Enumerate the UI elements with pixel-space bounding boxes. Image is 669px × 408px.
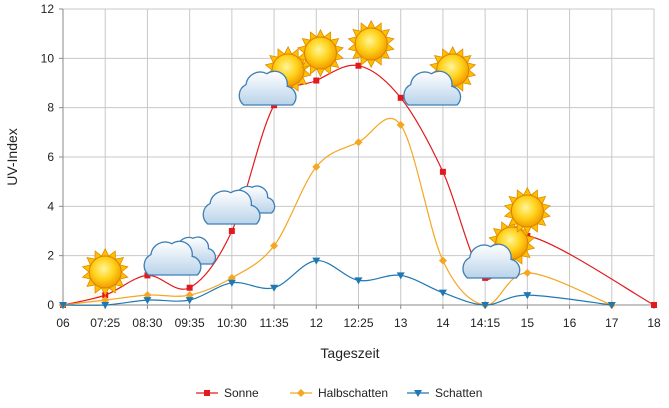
legend-label: Schatten	[435, 386, 482, 400]
data-point	[270, 241, 279, 250]
x-tick-label: 08:30	[132, 316, 162, 330]
legend-item-sonne: Sonne	[196, 386, 259, 400]
data-point	[59, 302, 67, 309]
x-tick-label: 13	[394, 316, 408, 330]
data-point	[227, 279, 236, 287]
y-tick-label: 0	[47, 298, 54, 312]
axes: 0 2 4 6 8 10 12 06 07:25 08:30 09:35 10:30 11:35 12 12…	[41, 2, 661, 330]
data-point	[270, 284, 279, 292]
data-point	[354, 277, 363, 285]
x-tick-label: 16	[563, 316, 577, 330]
data-point	[101, 302, 110, 309]
x-tick-label: 12:25	[343, 316, 373, 330]
data-point	[185, 297, 194, 305]
x-tick-label: 07:25	[90, 316, 120, 330]
x-tick-label: 17	[605, 316, 619, 330]
data-point	[228, 228, 235, 234]
data-point	[354, 138, 363, 147]
legend: Sonne Halbschatten Schatten	[196, 386, 482, 400]
data-point	[397, 94, 404, 101]
legend-marker	[297, 389, 305, 397]
x-tick-label: 14:15	[470, 316, 500, 330]
x-tick-label: 18	[647, 316, 661, 330]
data-point	[438, 289, 447, 297]
y-tick-label: 4	[47, 199, 54, 213]
y-tick-label: 10	[41, 51, 55, 65]
data-point	[523, 268, 532, 277]
data-point	[312, 257, 321, 265]
x-tick-label: 10:30	[217, 316, 247, 330]
data-point	[143, 297, 152, 305]
data-point	[186, 284, 193, 291]
x-tick-label: 09:35	[175, 316, 205, 330]
x-tick-label: 12	[310, 316, 324, 330]
cloud-icon	[143, 236, 217, 276]
data-point	[312, 162, 321, 171]
cloud-icon	[202, 185, 276, 225]
data-point	[438, 256, 447, 265]
data-point	[396, 120, 405, 129]
data-point	[144, 272, 151, 279]
data-point	[651, 302, 657, 308]
legend-marker	[414, 390, 422, 397]
sun-cloud-icon	[403, 45, 477, 106]
sun-icon	[347, 19, 395, 69]
data-point	[607, 302, 616, 309]
sun-icon	[503, 186, 551, 236]
series-schatten	[59, 257, 616, 309]
x-tick-label: 06	[56, 316, 70, 330]
data-point	[396, 272, 405, 280]
x-tick-label: 15	[521, 316, 535, 330]
sun-icon	[81, 247, 129, 297]
y-tick-label: 2	[47, 249, 54, 263]
data-point	[439, 168, 446, 175]
sun-cloud-icon	[238, 45, 312, 106]
legend-label: Halbschatten	[318, 386, 388, 400]
legend-marker	[204, 390, 210, 396]
data-point	[523, 292, 532, 300]
legend-item-halbschatten: Halbschatten	[290, 386, 388, 400]
data-point	[355, 62, 362, 69]
data-point	[313, 77, 320, 84]
x-axis-title: Tageszeit	[320, 345, 379, 361]
sun-cloud-icon	[462, 218, 536, 279]
y-tick-label: 8	[47, 101, 54, 115]
legend-item-schatten: Schatten	[407, 386, 482, 400]
x-tick-label: 11:35	[260, 316, 289, 330]
legend-label: Sonne	[224, 386, 259, 400]
x-tick-label: 14	[436, 316, 450, 330]
weather-icons	[81, 19, 551, 297]
y-axis-title: UV-Index	[4, 128, 20, 186]
y-tick-label: 12	[41, 2, 55, 16]
data-point	[481, 302, 490, 309]
sun-icon	[297, 28, 344, 78]
y-tick-label: 6	[47, 150, 54, 164]
